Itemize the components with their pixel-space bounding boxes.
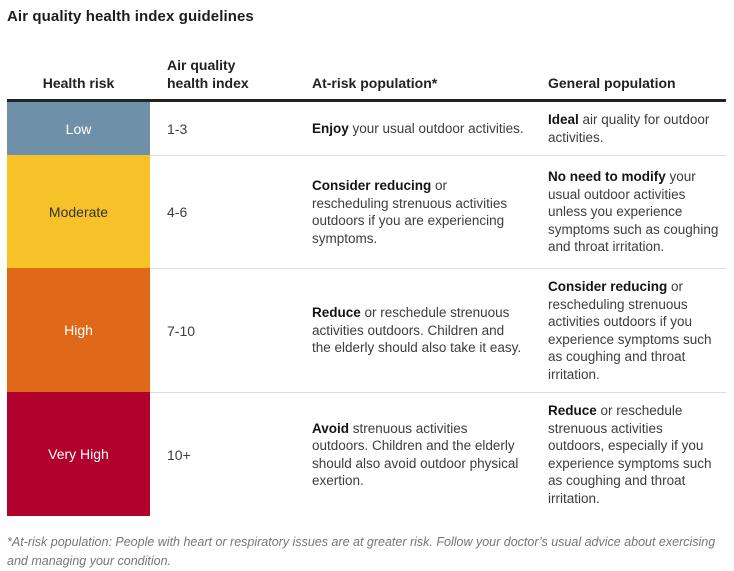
at-risk-text: Avoid strenuous activities outdoors. Chi… — [312, 392, 548, 516]
general-text: Consider reducing or rescheduling strenu… — [548, 268, 726, 392]
column-header-general-population: General population — [548, 75, 676, 91]
column-header-at-risk-population: At-risk population* — [312, 75, 438, 91]
footnote: *At-risk population: People with heart o… — [7, 535, 716, 568]
index-value: 1-3 — [167, 120, 188, 137]
risk-badge-moderate: Moderate — [7, 155, 150, 268]
table-row-moderate: Moderate 4-6 Consider reducing or resche… — [7, 155, 726, 268]
general-text: No need to modify your usual outdoor act… — [548, 155, 726, 268]
page-title: Air quality health index guidelines — [7, 8, 254, 25]
index-value: 7-10 — [150, 268, 312, 392]
table-row-low: Low 1-3 Enjoy your usual outdoor activit… — [7, 102, 726, 155]
at-risk-text: Enjoy your usual outdoor activities. — [312, 120, 524, 136]
column-header-air-quality-index: Air quality health index — [150, 56, 312, 92]
general-text: Reduce or reschedule strenuous activitie… — [548, 392, 726, 516]
risk-badge-low: Low — [7, 102, 150, 155]
table-header-row: Health risk Air quality health index At-… — [7, 56, 726, 102]
risk-badge-very-high: Very High — [7, 392, 150, 516]
index-value: 10+ — [150, 392, 312, 516]
table-row-high: High 7-10 Reduce or reschedule strenuous… — [7, 268, 726, 392]
column-header-air-quality-index-line1: Air quality — [167, 57, 236, 73]
at-risk-text: Consider reducing or rescheduling strenu… — [312, 155, 548, 268]
table-row-very-high: Very High 10+ Avoid strenuous activities… — [7, 392, 726, 516]
general-text: Ideal air quality for outdoor activities… — [548, 112, 710, 145]
column-header-air-quality-index-line2: health index — [167, 75, 249, 91]
risk-badge-high: High — [7, 268, 150, 392]
table-body: Low 1-3 Enjoy your usual outdoor activit… — [7, 102, 726, 516]
index-value: 4-6 — [150, 155, 312, 268]
at-risk-text: Reduce or reschedule strenuous activitie… — [312, 268, 548, 392]
column-header-health-risk: Health risk — [42, 75, 115, 91]
